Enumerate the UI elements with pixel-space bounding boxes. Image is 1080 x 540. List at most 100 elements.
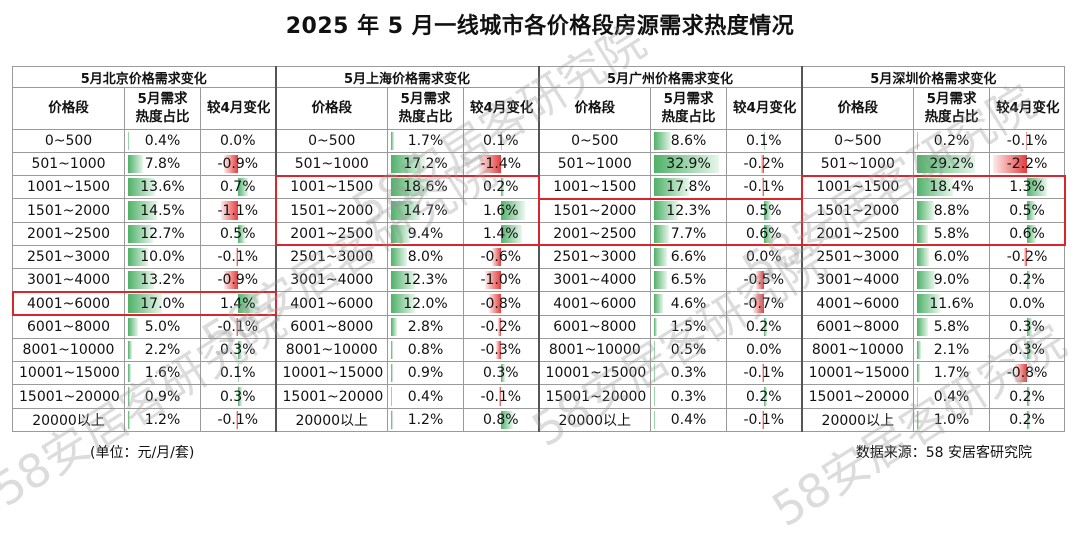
share-bar bbox=[917, 411, 919, 429]
share-label: 5.8% bbox=[934, 226, 970, 242]
share-label: 12.0% bbox=[403, 296, 447, 312]
price-range-cell: 4001~6000 bbox=[13, 292, 125, 315]
share-cell: 0.4% bbox=[651, 408, 727, 431]
change-label: 0.6% bbox=[1009, 226, 1045, 242]
price-range-cell: 0~500 bbox=[13, 129, 125, 152]
change-cell: 0.2% bbox=[990, 408, 1065, 431]
change-label: -0.7% bbox=[743, 296, 784, 312]
change-cell: 0.3% bbox=[990, 338, 1065, 361]
price-range-cell: 20000以上 bbox=[802, 408, 914, 431]
change-label: -0.2% bbox=[480, 319, 521, 335]
share-cell: 12.0% bbox=[388, 292, 464, 315]
price-range-cell: 2501~3000 bbox=[539, 245, 651, 268]
share-bar bbox=[917, 248, 929, 266]
share-cell: 6.6% bbox=[651, 245, 727, 268]
price-range-cell: 10001~15000 bbox=[539, 362, 651, 385]
change-cell: 0.2% bbox=[464, 176, 539, 199]
share-bar bbox=[128, 132, 129, 150]
change-cell: -0.1% bbox=[201, 408, 276, 431]
change-label: 0.1% bbox=[220, 365, 256, 381]
change-label: 0.3% bbox=[220, 389, 256, 405]
share-bar bbox=[917, 225, 928, 243]
column-header-change: 较4月变化 bbox=[464, 88, 539, 129]
share-cell: 0.3% bbox=[651, 385, 727, 408]
change-cell: -0.5% bbox=[727, 269, 802, 292]
share-label: 0.4% bbox=[671, 412, 707, 428]
change-cell: 0.0% bbox=[727, 338, 802, 361]
change-label: -0.2% bbox=[1007, 249, 1048, 265]
price-range-cell: 0~500 bbox=[802, 129, 914, 152]
price-range-cell: 15001~20000 bbox=[13, 385, 125, 408]
share-label: 11.6% bbox=[929, 296, 973, 312]
change-label: 1.4% bbox=[220, 296, 256, 312]
change-cell: -0.9% bbox=[201, 269, 276, 292]
share-bar bbox=[128, 341, 132, 359]
city-group-header: 5月深圳价格需求变化 bbox=[802, 67, 1065, 88]
change-label: -0.2% bbox=[743, 156, 784, 172]
share-cell: 8.0% bbox=[388, 245, 464, 268]
change-cell: -0.1% bbox=[990, 129, 1065, 152]
share-label: 0.4% bbox=[934, 389, 970, 405]
change-cell: -0.1% bbox=[201, 315, 276, 338]
share-cell: 32.9% bbox=[651, 152, 727, 175]
change-label: -0.1% bbox=[217, 319, 258, 335]
share-cell: 1.6% bbox=[125, 362, 201, 385]
price-range-cell: 3001~4000 bbox=[802, 269, 914, 292]
share-cell: 5.0% bbox=[125, 315, 201, 338]
change-cell: 0.6% bbox=[727, 222, 802, 245]
change-label: 0.5% bbox=[746, 203, 782, 219]
price-range-cell: 8001~10000 bbox=[13, 338, 125, 361]
share-label: 0.3% bbox=[671, 389, 707, 405]
change-label: -0.1% bbox=[480, 389, 521, 405]
share-label: 14.7% bbox=[403, 203, 447, 219]
share-label: 10.0% bbox=[140, 249, 184, 265]
change-label: -2.2% bbox=[1007, 156, 1048, 172]
share-label: 1.2% bbox=[145, 412, 181, 428]
share-bar bbox=[391, 364, 393, 382]
change-cell: -0.3% bbox=[464, 338, 539, 361]
share-label: 9.0% bbox=[934, 272, 970, 288]
share-bar bbox=[128, 364, 131, 382]
share-label: 5.0% bbox=[145, 319, 181, 335]
share-label: 7.8% bbox=[145, 156, 181, 172]
share-cell: 7.7% bbox=[651, 222, 727, 245]
change-label: -0.1% bbox=[743, 365, 784, 381]
share-bar bbox=[391, 341, 393, 359]
share-cell: 8.8% bbox=[914, 199, 990, 222]
share-label: 5.8% bbox=[934, 319, 970, 335]
change-label: 0.7% bbox=[220, 179, 256, 195]
share-cell: 6.0% bbox=[914, 245, 990, 268]
share-bar bbox=[128, 155, 143, 173]
share-bar bbox=[917, 341, 921, 359]
share-cell: 14.5% bbox=[125, 199, 201, 222]
column-header-price-range: 价格段 bbox=[539, 88, 651, 129]
share-cell: 6.5% bbox=[651, 269, 727, 292]
share-label: 1.7% bbox=[408, 133, 444, 149]
share-label: 1.2% bbox=[408, 412, 444, 428]
column-header-price-range: 价格段 bbox=[13, 88, 125, 129]
share-cell: 13.2% bbox=[125, 269, 201, 292]
change-cell: 1.6% bbox=[464, 199, 539, 222]
change-cell: -0.1% bbox=[727, 408, 802, 431]
price-range-cell: 20000以上 bbox=[539, 408, 651, 431]
change-label: 0.8% bbox=[483, 412, 519, 428]
share-bar bbox=[654, 364, 655, 382]
change-label: -1.4% bbox=[480, 156, 521, 172]
change-label: -0.8% bbox=[1007, 365, 1048, 381]
change-cell: 0.0% bbox=[201, 129, 276, 152]
share-label: 12.3% bbox=[403, 272, 447, 288]
share-label: 2.2% bbox=[145, 342, 181, 358]
share-bar bbox=[391, 132, 394, 150]
price-range-cell: 4001~6000 bbox=[276, 292, 388, 315]
change-label: -0.1% bbox=[217, 249, 258, 265]
column-header-change: 较4月变化 bbox=[990, 88, 1065, 129]
share-cell: 1.2% bbox=[125, 408, 201, 431]
change-cell: 0.1% bbox=[727, 129, 802, 152]
share-label: 4.6% bbox=[671, 296, 707, 312]
share-bar bbox=[654, 411, 655, 429]
price-range-cell: 2001~2500 bbox=[13, 222, 125, 245]
